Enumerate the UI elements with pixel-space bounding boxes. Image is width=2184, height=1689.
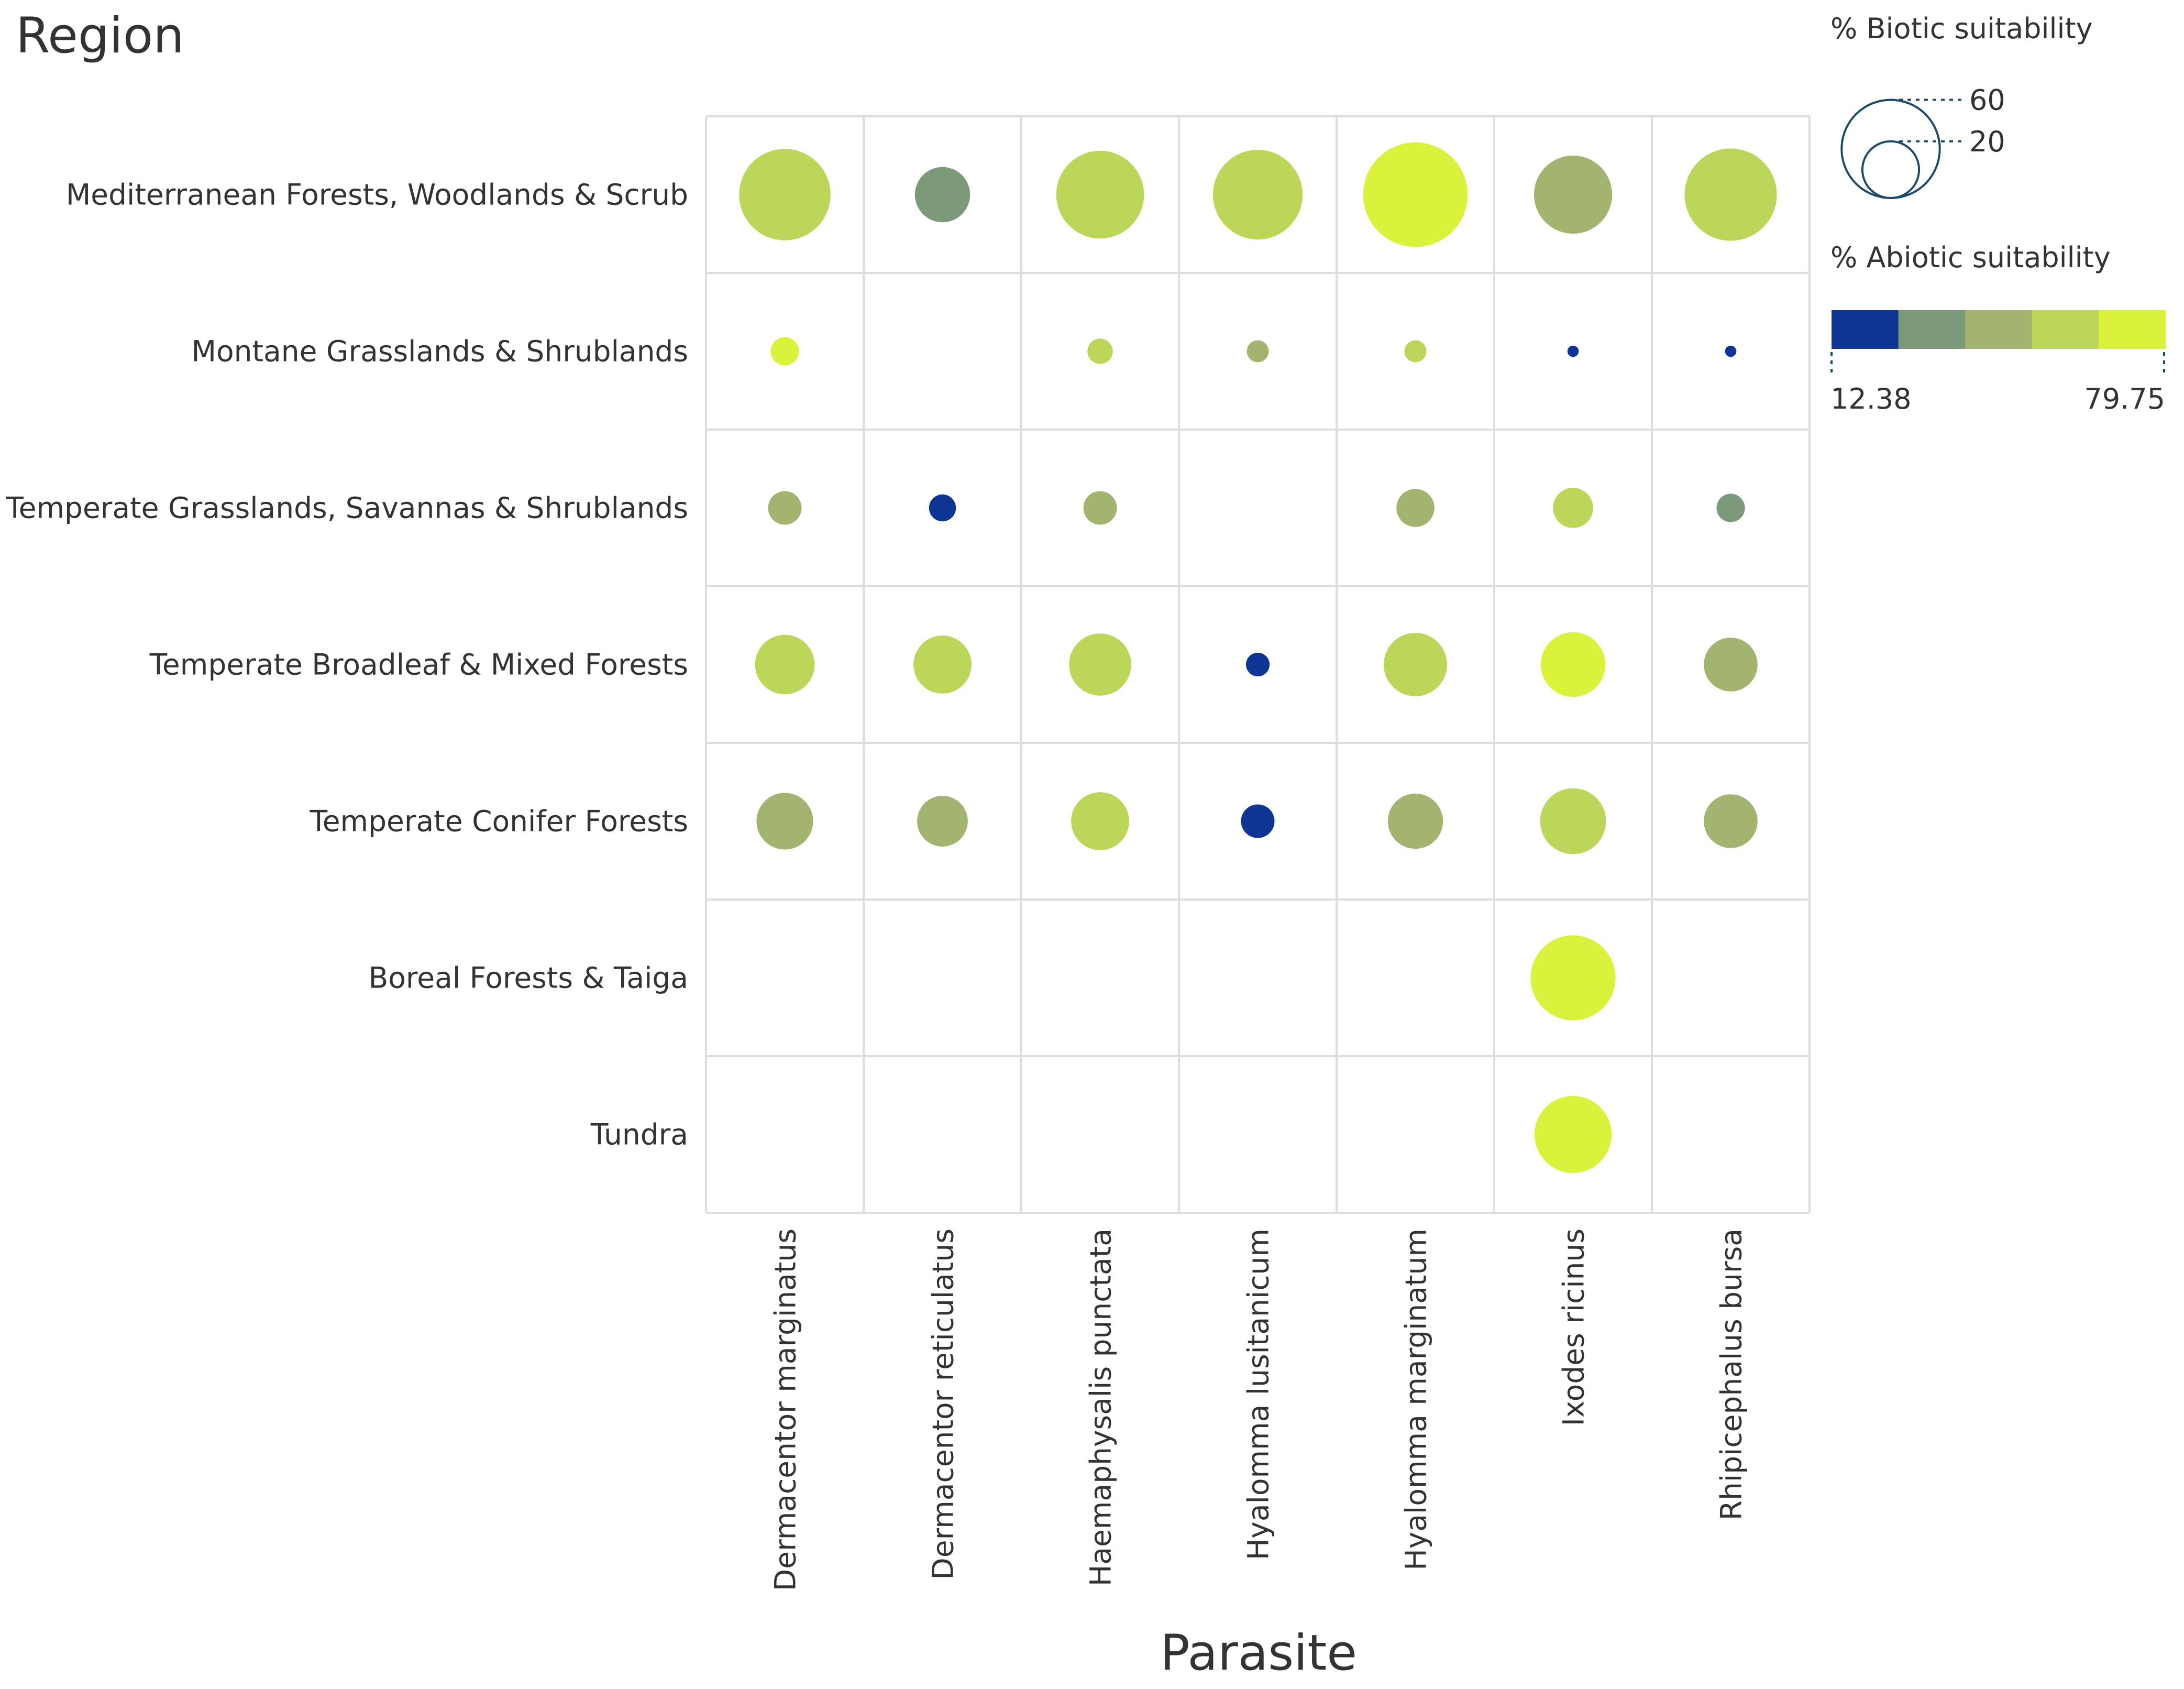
column-label: Dermacentor marginatus	[769, 1229, 802, 1591]
bubble	[1087, 338, 1113, 364]
row-labels: Mediterranean Forests, Woodlands & Scrub…	[5, 178, 688, 1151]
bubble	[739, 149, 831, 240]
bubble	[1396, 489, 1435, 527]
column-label: Haemaphysalis punctata	[1084, 1229, 1118, 1586]
bubble	[1553, 488, 1593, 528]
bubble	[1725, 345, 1737, 357]
color-legend-swatch	[1832, 310, 1899, 349]
bubble	[1247, 340, 1269, 363]
bubble	[1241, 804, 1275, 838]
bubble	[756, 793, 813, 850]
column-labels: Dermacentor marginatus Dermacentor reticu…	[769, 1229, 1748, 1591]
column-label: Hyalomma marginatum	[1399, 1229, 1433, 1571]
size-legend-label: 60	[1969, 84, 2005, 117]
column-label: Ixodes ricinus	[1557, 1229, 1591, 1426]
color-legend-min-label: 12.38	[1830, 382, 1912, 415]
bubble	[1212, 149, 1303, 240]
row-label: Temperate Conifer Forests	[309, 805, 688, 838]
bubble	[1056, 150, 1144, 239]
color-legend-swatch	[1965, 310, 2033, 349]
bubble	[929, 494, 956, 522]
row-label: Boreal Forests & Taiga	[369, 961, 688, 995]
bubble	[768, 491, 802, 525]
size-legend-title: % Biotic suitability	[1830, 12, 2093, 45]
bubble	[1704, 794, 1758, 848]
row-label: Mediterranean Forests, Woodlands & Scrub	[66, 178, 688, 212]
bubble	[914, 167, 970, 223]
row-label: Temperate Grasslands, Savannas & Shrubla…	[5, 491, 688, 525]
bubble	[1071, 792, 1129, 850]
bubble	[1384, 633, 1447, 696]
row-label: Tundra	[590, 1118, 688, 1151]
bubble	[1704, 638, 1758, 692]
bubble	[917, 796, 968, 847]
bubble	[1245, 652, 1270, 677]
column-label: Dermacentor reticulatus	[926, 1229, 960, 1580]
bubble	[1540, 788, 1606, 854]
color-legend-title: % Abiotic suitability	[1830, 241, 2111, 274]
bubble	[755, 634, 815, 695]
color-legend-swatch	[2099, 310, 2166, 349]
bubble	[770, 337, 799, 366]
bubble	[1540, 632, 1606, 697]
bubble	[1534, 1095, 1612, 1173]
bubble	[1069, 633, 1131, 696]
size-legend-label: 20	[1969, 125, 2005, 158]
bubble	[1530, 935, 1616, 1021]
column-label: Hyalomma lusitanicum	[1242, 1229, 1275, 1560]
bubble	[1567, 345, 1579, 357]
bubble	[1716, 493, 1745, 522]
size-legend-circle	[1861, 140, 1921, 199]
x-axis-title: Parasite	[1160, 1625, 1357, 1682]
bubble	[1387, 793, 1443, 849]
column-label: Rhipicephalus bursa	[1715, 1229, 1748, 1520]
bubble	[1083, 491, 1117, 525]
bubbles	[739, 142, 1777, 1173]
color-legend: % Abiotic suitability 12.38 79.75	[1830, 241, 2166, 415]
size-legend-circle	[1840, 98, 1941, 199]
bubble	[1363, 142, 1468, 247]
y-axis-title: Region	[16, 7, 184, 64]
color-legend-bar	[1832, 310, 2166, 349]
bubble	[1534, 155, 1613, 234]
bubble	[913, 635, 972, 694]
bubble	[1404, 340, 1427, 363]
color-legend-swatch	[2032, 310, 2099, 349]
bubble	[1684, 148, 1777, 241]
color-legend-max-label: 79.75	[2084, 382, 2165, 415]
color-legend-swatch	[1898, 310, 1966, 349]
row-label: Montane Grasslands & Shrublands	[192, 335, 688, 368]
row-label: Temperate Broadleaf & Mixed Forests	[149, 648, 688, 682]
grid	[705, 115, 1811, 1214]
